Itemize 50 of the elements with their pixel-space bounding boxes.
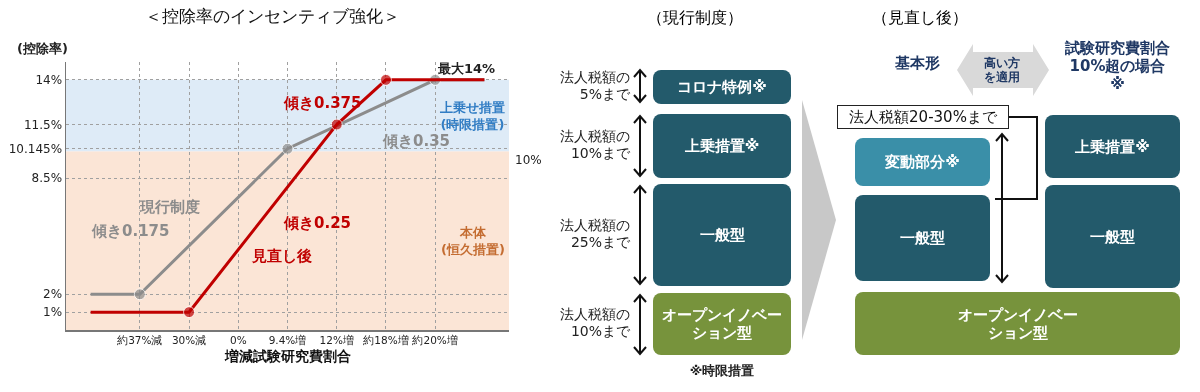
y-tick-label: 1% bbox=[43, 305, 63, 320]
chart-title: ＜控除率のインセンティブ強化＞ bbox=[145, 5, 400, 26]
text: オープンイノベーション型 bbox=[956, 305, 1079, 342]
text: ※時限措置 bbox=[689, 363, 755, 379]
text: 高い方を適用 bbox=[983, 55, 1022, 85]
x-tick-label: 30%減 bbox=[171, 334, 207, 347]
text: 基本形 bbox=[895, 54, 940, 72]
point bbox=[330, 118, 343, 131]
text: 試験研究費割合10%超の場合※ bbox=[1064, 39, 1171, 93]
y-tick-label: 11.5% bbox=[23, 117, 63, 132]
x-tick-label: 0% bbox=[229, 334, 247, 347]
text: 法人税額の10%まで bbox=[559, 128, 630, 162]
text: 一般型 bbox=[699, 226, 745, 244]
text: 上乗措置※ bbox=[1075, 137, 1150, 156]
x-axis-title: 増減試験研究費割合 bbox=[223, 348, 351, 365]
point bbox=[379, 73, 392, 86]
text: 変動部分※ bbox=[885, 153, 960, 171]
text: （見直し後） bbox=[872, 8, 968, 29]
y-axis-title: (控除率) bbox=[17, 41, 68, 56]
text: 法人税額の10%まで bbox=[559, 306, 630, 340]
text: 10% bbox=[515, 153, 542, 167]
x-tick-label: 約20%増 bbox=[412, 334, 458, 347]
text: 一般型 bbox=[900, 229, 945, 247]
text: 法人税額の5%まで bbox=[559, 69, 630, 103]
series-label: 現行制度 bbox=[139, 198, 200, 216]
text: 上乗措置※ bbox=[684, 137, 760, 155]
band-label: 本体 (恒久措置) bbox=[441, 225, 505, 257]
band-label: 上乗せ措置 (時限措置) bbox=[439, 100, 505, 132]
text: （現行制度） bbox=[647, 8, 743, 29]
annotation: 傾き0.35 bbox=[382, 132, 451, 150]
annotation: 傾き0.25 bbox=[283, 214, 352, 232]
point bbox=[281, 142, 294, 155]
annotation: 傾き0.175 bbox=[91, 222, 170, 240]
text: オープンイノベーション型 bbox=[661, 306, 783, 342]
y-tick-label: 2% bbox=[43, 287, 63, 302]
text: 法人税額20-30%まで bbox=[849, 108, 997, 126]
x-tick-label: 約18%増 bbox=[363, 334, 409, 347]
point bbox=[133, 288, 146, 301]
x-tick-label: 12%増 bbox=[319, 334, 354, 347]
y-tick-label: 10.145% bbox=[8, 141, 63, 156]
y-tick-label: 14% bbox=[35, 73, 63, 88]
x-tick-label: 約37%減 bbox=[117, 334, 163, 347]
point bbox=[183, 306, 196, 319]
y-tick-label: 8.5% bbox=[31, 171, 63, 186]
text: 法人税額の25%まで bbox=[559, 217, 630, 251]
series-label: 見直し後 bbox=[251, 247, 312, 265]
annotation: 最大14% bbox=[437, 61, 496, 76]
text: コロナ特例※ bbox=[677, 78, 767, 96]
text: 一般型 bbox=[1090, 227, 1135, 246]
x-tick-label: 9.4%増 bbox=[268, 334, 307, 347]
